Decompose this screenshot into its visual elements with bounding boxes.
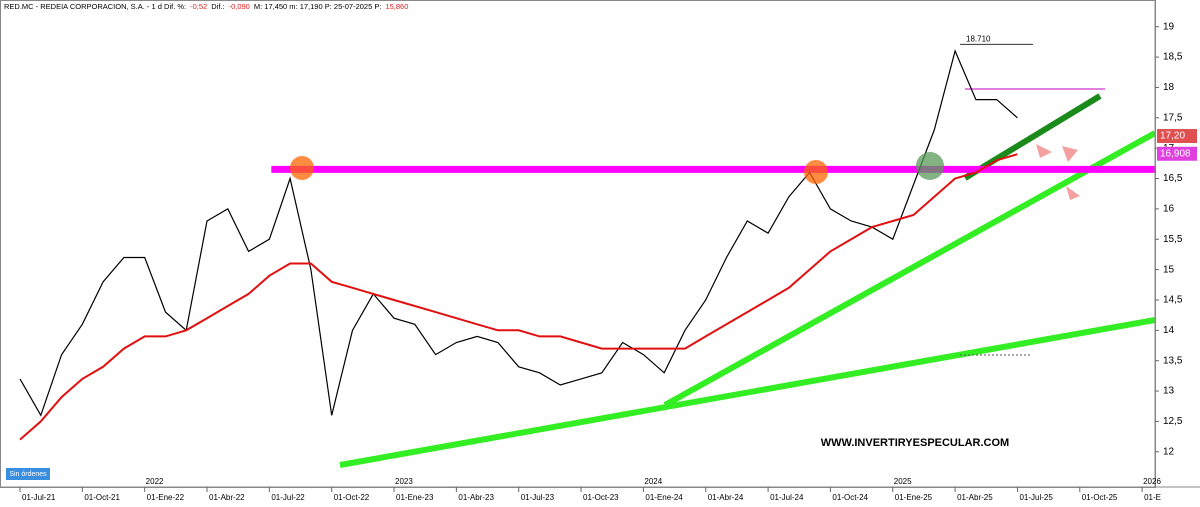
trend-line bbox=[963, 93, 1102, 181]
highlight-circle bbox=[290, 156, 314, 180]
highlight-circle bbox=[916, 152, 944, 180]
x-tick-label: 01-Ene-22 bbox=[147, 493, 185, 502]
x-tick-label: 01-Oct-23 bbox=[583, 493, 619, 502]
y-tick-label: 18 bbox=[1163, 82, 1175, 93]
arrows bbox=[1036, 144, 1080, 200]
price-label: 16,908 bbox=[1160, 148, 1191, 159]
y-axis-area bbox=[1156, 0, 1200, 507]
y-tick-label: 16 bbox=[1163, 204, 1175, 215]
trend-line bbox=[339, 317, 1156, 468]
arrow bbox=[1066, 186, 1080, 200]
x-tick-label: 01-Abr-22 bbox=[209, 493, 245, 502]
year-marker: 2025 bbox=[894, 477, 912, 486]
price-label-box bbox=[1157, 129, 1197, 144]
y-tick-label: 16,5 bbox=[1163, 173, 1183, 184]
year-marker: 2026 bbox=[1143, 477, 1161, 486]
year-marker: 2022 bbox=[146, 477, 164, 486]
y-tick-label: 13 bbox=[1163, 386, 1175, 397]
y-tick-label: 15 bbox=[1163, 264, 1175, 275]
year-marker: 2023 bbox=[395, 477, 413, 486]
x-tick-label: 01-Jul-25 bbox=[1019, 493, 1053, 502]
x-tick-label: 01-Oct-24 bbox=[832, 493, 868, 502]
x-tick-label: 01-Jul-21 bbox=[22, 493, 56, 502]
header-field: RED.MC - REDEIA CORPORACION, S.A. - 1 d … bbox=[4, 2, 186, 11]
x-tick-label: 01-Abr-24 bbox=[708, 493, 744, 502]
status-box bbox=[6, 468, 50, 480]
series-line bbox=[19, 153, 1018, 441]
header: RED.MC - REDEIA CORPORACION, S.A. - 1 d … bbox=[4, 2, 408, 11]
y-tick-label: 15,5 bbox=[1163, 234, 1183, 245]
x-tick-label: 01-Ene-25 bbox=[895, 493, 933, 502]
year-marker: 2024 bbox=[644, 477, 662, 486]
x-tick-label: 01-Ene-23 bbox=[396, 493, 434, 502]
x-tick-label: 01-Abr-23 bbox=[458, 493, 494, 502]
y-tick-label: 12,5 bbox=[1163, 416, 1183, 427]
header-field: 15,860 bbox=[385, 2, 408, 11]
annotation-label: 18.710 bbox=[966, 34, 991, 43]
watermark: WWW.INVERTIRYESPECULAR.COM bbox=[821, 437, 1009, 449]
x-tick-label: 01-E bbox=[1144, 493, 1161, 502]
x-tick-label: 01-Abr-25 bbox=[957, 493, 993, 502]
x-tick-label: 01-Ene-24 bbox=[645, 493, 683, 502]
header-field: Dif.: bbox=[211, 2, 224, 11]
price-label-box bbox=[1157, 146, 1197, 161]
y-tick-label: 18,5 bbox=[1163, 52, 1183, 63]
trend-line bbox=[663, 130, 1157, 408]
y-tick-label: 14,5 bbox=[1163, 295, 1183, 306]
header-field: -0,52 bbox=[190, 2, 207, 11]
y-tick-label: 13,5 bbox=[1163, 355, 1183, 366]
y-tick-label: 19 bbox=[1163, 21, 1175, 32]
header-field: -0,090 bbox=[229, 2, 250, 11]
header-field: M: 17,450 m: 17,190 P: 25-07-2025 P: bbox=[254, 2, 382, 11]
y-tick-label: 14 bbox=[1163, 325, 1175, 336]
x-tick-label: 01-Jul-23 bbox=[521, 493, 555, 502]
arrow bbox=[1062, 146, 1078, 162]
x-tick-label: 01-Jul-24 bbox=[770, 493, 804, 502]
price-label: 17,20 bbox=[1160, 131, 1185, 142]
arrow bbox=[1036, 144, 1052, 158]
y-tick-label: 12 bbox=[1163, 446, 1175, 457]
x-tick-label: 01-Oct-21 bbox=[84, 493, 120, 502]
x-tick-label: 01-Oct-22 bbox=[334, 493, 370, 502]
x-tick-label: 01-Jul-22 bbox=[271, 493, 305, 502]
highlight-circle bbox=[804, 160, 828, 184]
x-tick-label: 01-Oct-25 bbox=[1082, 493, 1118, 502]
status: Sin órdenes bbox=[9, 471, 47, 478]
y-tick-label: 17,5 bbox=[1163, 112, 1183, 123]
